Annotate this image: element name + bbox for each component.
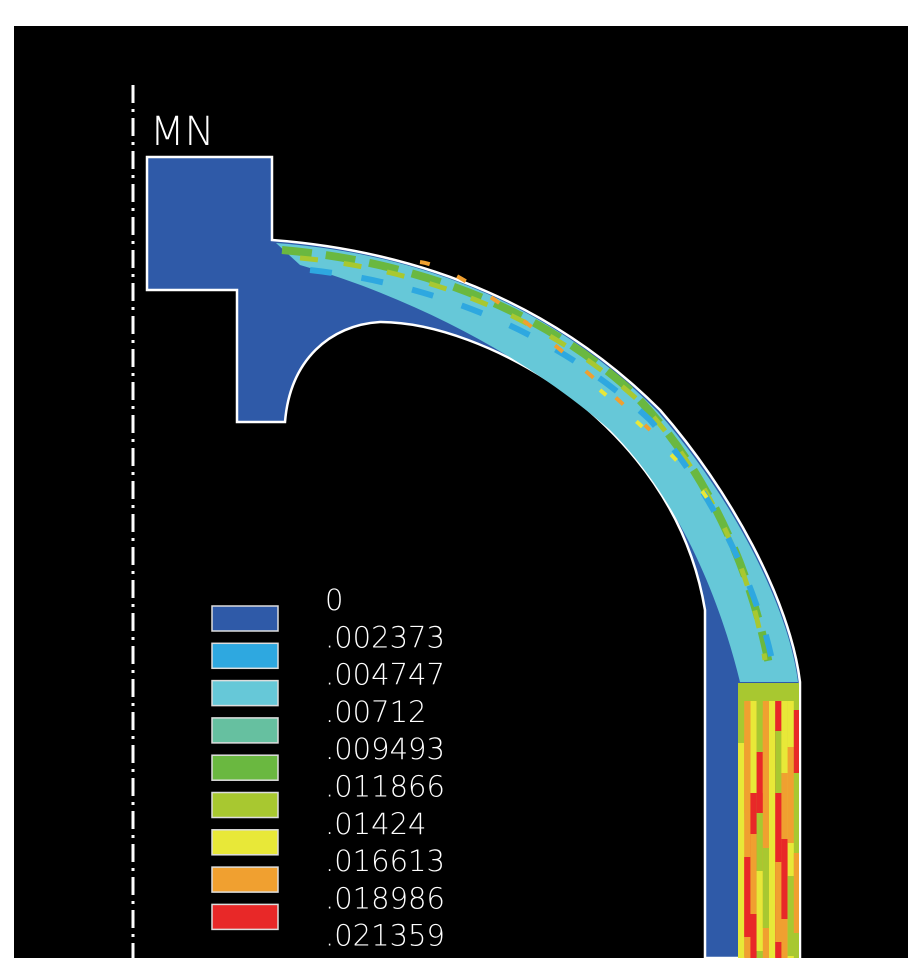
strip-patch bbox=[738, 683, 800, 701]
legend-swatch bbox=[211, 605, 279, 632]
strip-patch bbox=[781, 694, 788, 773]
strip-patch bbox=[738, 683, 745, 743]
strip-column bbox=[793, 683, 801, 958]
strip-column bbox=[750, 683, 757, 958]
strip-patch bbox=[793, 710, 801, 773]
strip-patch bbox=[756, 871, 763, 951]
strip-patch bbox=[762, 848, 770, 928]
strip-patch bbox=[750, 834, 757, 914]
legend-label: .004747 bbox=[325, 658, 445, 692]
strip-column bbox=[775, 683, 782, 958]
strip-patch bbox=[781, 839, 788, 919]
strip-patch bbox=[744, 736, 751, 813]
legend-label: .01424 bbox=[325, 807, 426, 841]
legend-label: 0 bbox=[325, 583, 343, 617]
legend-swatch bbox=[211, 829, 279, 856]
legend-swatch bbox=[211, 642, 279, 670]
strip-patch bbox=[787, 747, 794, 843]
legend-label: .002373 bbox=[325, 620, 445, 654]
strip-column bbox=[762, 683, 770, 958]
strip-column bbox=[756, 683, 763, 958]
legend-swatch bbox=[211, 717, 279, 744]
legend-swatch bbox=[211, 679, 279, 707]
strip-patch bbox=[756, 752, 763, 813]
strip-patch bbox=[750, 699, 757, 793]
legend-swatch bbox=[211, 866, 279, 893]
strip-patch bbox=[769, 768, 776, 863]
strip-patch bbox=[769, 825, 776, 905]
legend-swatch bbox=[211, 754, 279, 781]
strip-patch bbox=[787, 876, 794, 956]
strip-patch bbox=[775, 731, 782, 793]
strip-patch bbox=[744, 857, 751, 937]
legend-label: .021359 bbox=[325, 919, 445, 953]
strip-patch bbox=[762, 715, 770, 793]
strip-patch bbox=[738, 820, 745, 900]
legend-swatch bbox=[211, 903, 279, 931]
legend-swatch bbox=[211, 791, 279, 819]
strip-patch bbox=[793, 853, 801, 933]
plot-label: MN bbox=[150, 109, 214, 155]
strip-column bbox=[744, 683, 751, 958]
strip-column bbox=[781, 683, 788, 958]
legend-label: .018986 bbox=[325, 881, 445, 915]
strain-streak bbox=[309, 267, 778, 676]
legend-label: .011866 bbox=[325, 770, 445, 804]
legend-label: .009493 bbox=[325, 732, 445, 766]
strip-patch bbox=[775, 862, 782, 942]
legend: 0.002373 .004747.00712.009493 .011866.0142… bbox=[211, 583, 445, 953]
strain-streak bbox=[598, 388, 722, 521]
legend-label: .00712 bbox=[325, 695, 426, 729]
strain-strip bbox=[738, 682, 801, 958]
legend-label: .016613 bbox=[325, 844, 445, 878]
strain-band bbox=[276, 243, 798, 682]
